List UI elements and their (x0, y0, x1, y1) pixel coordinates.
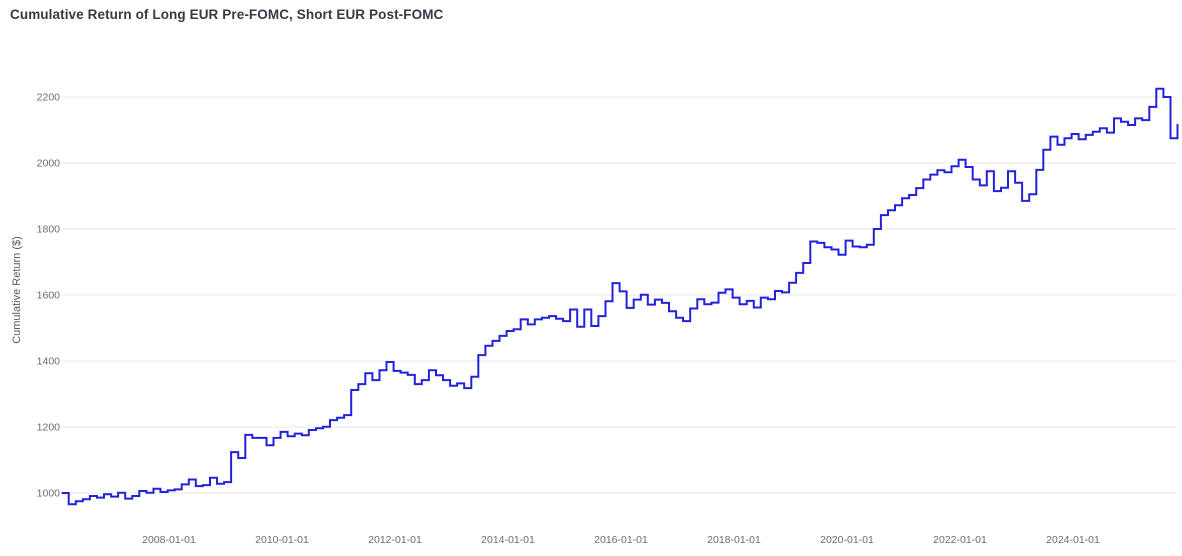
cumulative-return-line (61, 87, 1179, 506)
x-tick-label: 2010-01-01 (255, 534, 309, 546)
y-tick-label: 1000 (37, 488, 61, 500)
x-tick-label: 2008-01-01 (142, 534, 196, 546)
y-tick-label: 1400 (37, 356, 61, 368)
x-tick-label: 2018-01-01 (707, 534, 761, 546)
y-tick-label: 2200 (37, 92, 61, 104)
y-tick-label: 1800 (37, 224, 61, 236)
x-tick-label: 2024-01-01 (1046, 534, 1100, 546)
chart-title: Cumulative Return of Long EUR Pre-FOMC, … (10, 7, 444, 22)
y-tick-label: 1600 (37, 290, 61, 302)
x-tick-label: 2016-01-01 (594, 534, 648, 546)
x-tick-label: 2014-01-01 (481, 534, 535, 546)
x-tick-label: 2012-01-01 (368, 534, 422, 546)
y-tick-label: 1200 (37, 422, 61, 434)
x-tick-label: 2020-01-01 (820, 534, 874, 546)
x-tick-label: 2022-01-01 (933, 534, 987, 546)
y-tick-label: 2000 (37, 158, 61, 170)
